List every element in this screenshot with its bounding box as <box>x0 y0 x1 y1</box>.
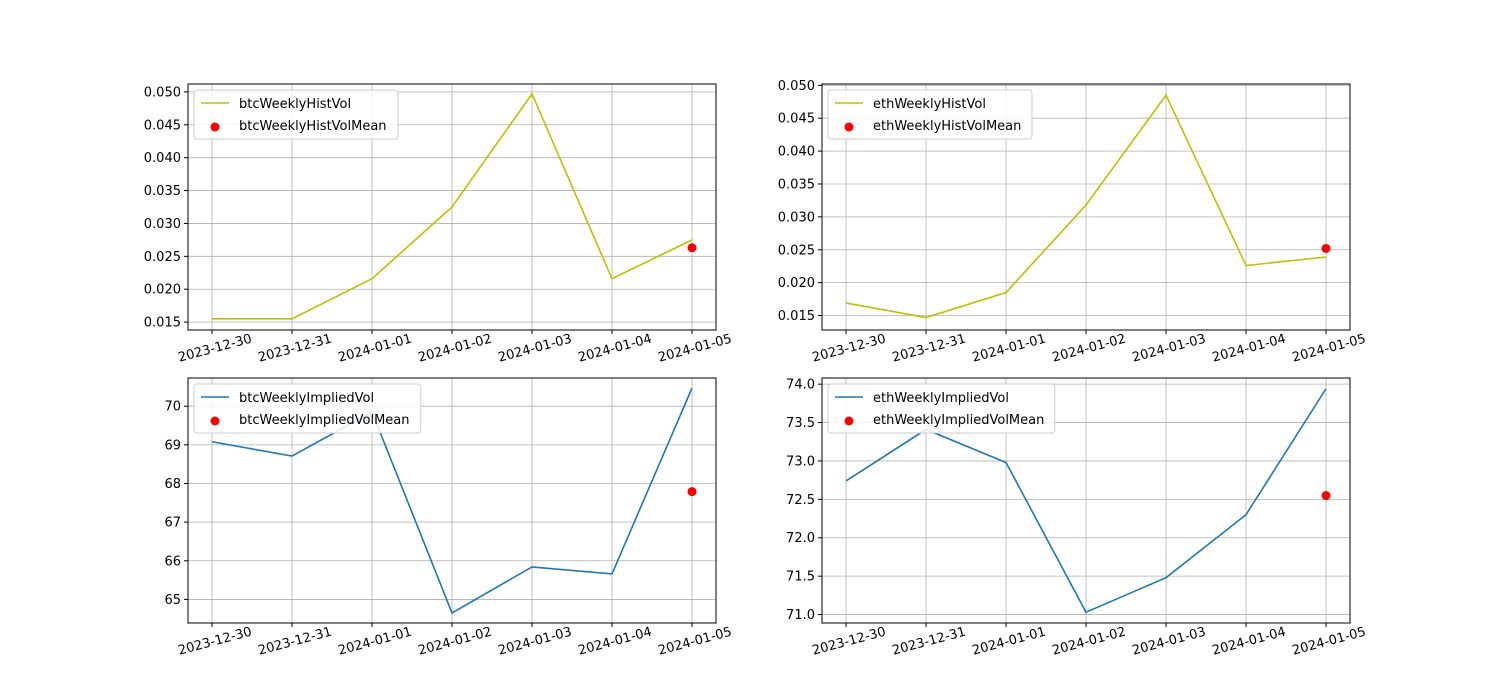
legend-label: ethWeeklyHistVolMean <box>873 119 1021 134</box>
series-line-btcWeeklyHistVol <box>212 92 693 320</box>
y-tick-label: 0.030 <box>778 210 815 225</box>
legend: btcWeeklyHistVol btcWeeklyHistVolMean <box>193 89 399 140</box>
y-tick-label: 66 <box>164 554 181 569</box>
x-tick-label: 2024-01-05 <box>1291 625 1368 659</box>
y-tick-label: 71.0 <box>786 608 815 623</box>
x-tick-label: 2023-12-30 <box>811 625 888 659</box>
x-tick-label: 2024-01-04 <box>1211 332 1288 366</box>
x-tick-label: 2023-12-31 <box>257 625 334 659</box>
series-point-btcWeeklyImpliedVolMean <box>687 487 697 497</box>
y-tick-label: 0.045 <box>144 118 181 133</box>
legend-box <box>193 383 422 434</box>
y-tick-label: 70 <box>164 400 181 415</box>
x-tick-label: 2024-01-03 <box>1131 625 1208 659</box>
y-tick-label: 71.5 <box>786 570 815 585</box>
y-tick-label: 72.5 <box>786 493 815 508</box>
chart-panel-1: 0.015 0.020 0.025 0.030 0.035 0.040 0.045 0.050… <box>144 83 734 366</box>
x-tick-label: 2024-01-02 <box>417 332 494 366</box>
x-tick-label: 2024-01-01 <box>971 625 1048 659</box>
legend: ethWeeklyImpliedVol ethWeeklyImpliedVolMe… <box>827 383 1056 434</box>
legend-label: ethWeeklyImpliedVolMean <box>873 413 1044 428</box>
legend-label: btcWeeklyHistVol <box>239 97 351 112</box>
x-tick-label: 2024-01-03 <box>497 625 574 659</box>
x-tick-label: 2024-01-01 <box>337 625 414 659</box>
y-tick-label: 74.0 <box>786 378 815 393</box>
y-tick-label: 0.050 <box>778 79 815 94</box>
x-tick-label: 2024-01-04 <box>577 332 654 366</box>
series-point-btcWeeklyHistVolMean <box>687 243 697 253</box>
x-tick-label: 2024-01-05 <box>1291 332 1368 366</box>
legend-box <box>193 89 399 140</box>
legend-marker-swatch <box>210 122 220 132</box>
y-tick-label: 0.035 <box>778 177 815 192</box>
y-tick-label: 0.020 <box>144 283 181 298</box>
y-tick-label: 65 <box>164 593 181 608</box>
y-tick-label: 0.030 <box>144 217 181 232</box>
series-point-ethWeeklyImpliedVolMean <box>1321 491 1331 501</box>
y-tick-label: 68 <box>164 477 181 492</box>
x-tick-label: 2023-12-30 <box>177 332 254 366</box>
legend-box <box>827 383 1056 434</box>
legend-label: ethWeeklyImpliedVol <box>873 391 1009 406</box>
y-tick-label: 0.025 <box>144 250 181 265</box>
legend: ethWeeklyHistVol ethWeeklyHistVolMean <box>827 89 1033 140</box>
y-tick-label: 0.020 <box>778 276 815 291</box>
x-tick-label: 2023-12-31 <box>891 332 968 366</box>
legend-marker-swatch <box>210 416 220 426</box>
x-tick-label: 2023-12-31 <box>891 625 968 659</box>
legend-label: btcWeeklyImpliedVol <box>239 391 374 406</box>
x-tick-label: 2024-01-04 <box>577 625 654 659</box>
legend-box <box>827 89 1033 140</box>
y-tick-label: 72.0 <box>786 531 815 546</box>
x-tick-label: 2024-01-04 <box>1211 625 1288 659</box>
y-tick-label: 67 <box>164 516 181 531</box>
y-tick-label: 0.050 <box>144 85 181 100</box>
y-tick-label: 0.025 <box>778 243 815 258</box>
y-tick-label: 0.040 <box>144 151 181 166</box>
y-tick-label: 73.0 <box>786 454 815 469</box>
x-tick-label: 2024-01-05 <box>657 332 734 366</box>
series-line-ethWeeklyHistVol <box>845 93 1327 319</box>
x-tick-label: 2024-01-01 <box>971 332 1048 366</box>
x-tick-label: 2023-12-30 <box>811 332 888 366</box>
y-tick-label: 0.045 <box>778 112 815 127</box>
x-tick-label: 2024-01-03 <box>1131 332 1208 366</box>
y-tick-label: 0.035 <box>144 184 181 199</box>
legend-label: ethWeeklyHistVol <box>873 97 986 112</box>
x-tick-label: 2024-01-05 <box>657 625 734 659</box>
legend-marker-swatch <box>844 122 854 132</box>
y-tick-label: 0.015 <box>144 316 181 331</box>
legend-marker-swatch <box>844 416 854 426</box>
x-tick-label: 2024-01-02 <box>1051 332 1128 366</box>
x-tick-label: 2024-01-03 <box>497 332 574 366</box>
x-tick-label: 2024-01-01 <box>337 332 414 366</box>
chart-panel-2: 0.015 0.020 0.025 0.030 0.035 0.040 0.045 0.050… <box>778 79 1368 366</box>
series-line-btcWeeklyImpliedVol <box>211 387 693 615</box>
y-tick-label: 69 <box>164 438 181 453</box>
x-tick-label: 2023-12-31 <box>257 332 334 366</box>
legend-label: btcWeeklyHistVolMean <box>239 119 387 134</box>
x-tick-label: 2024-01-02 <box>417 625 494 659</box>
y-tick-label: 73.5 <box>786 416 815 431</box>
legend: btcWeeklyImpliedVol btcWeeklyImpliedVolMe… <box>193 383 422 434</box>
x-tick-label: 2024-01-02 <box>1051 625 1128 659</box>
y-tick-label: 0.040 <box>778 145 815 160</box>
y-tick-label: 0.015 <box>778 309 815 324</box>
series-point-ethWeeklyHistVolMean <box>1321 243 1331 253</box>
legend-label: btcWeeklyImpliedVolMean <box>239 413 410 428</box>
x-tick-label: 2023-12-30 <box>177 625 254 659</box>
